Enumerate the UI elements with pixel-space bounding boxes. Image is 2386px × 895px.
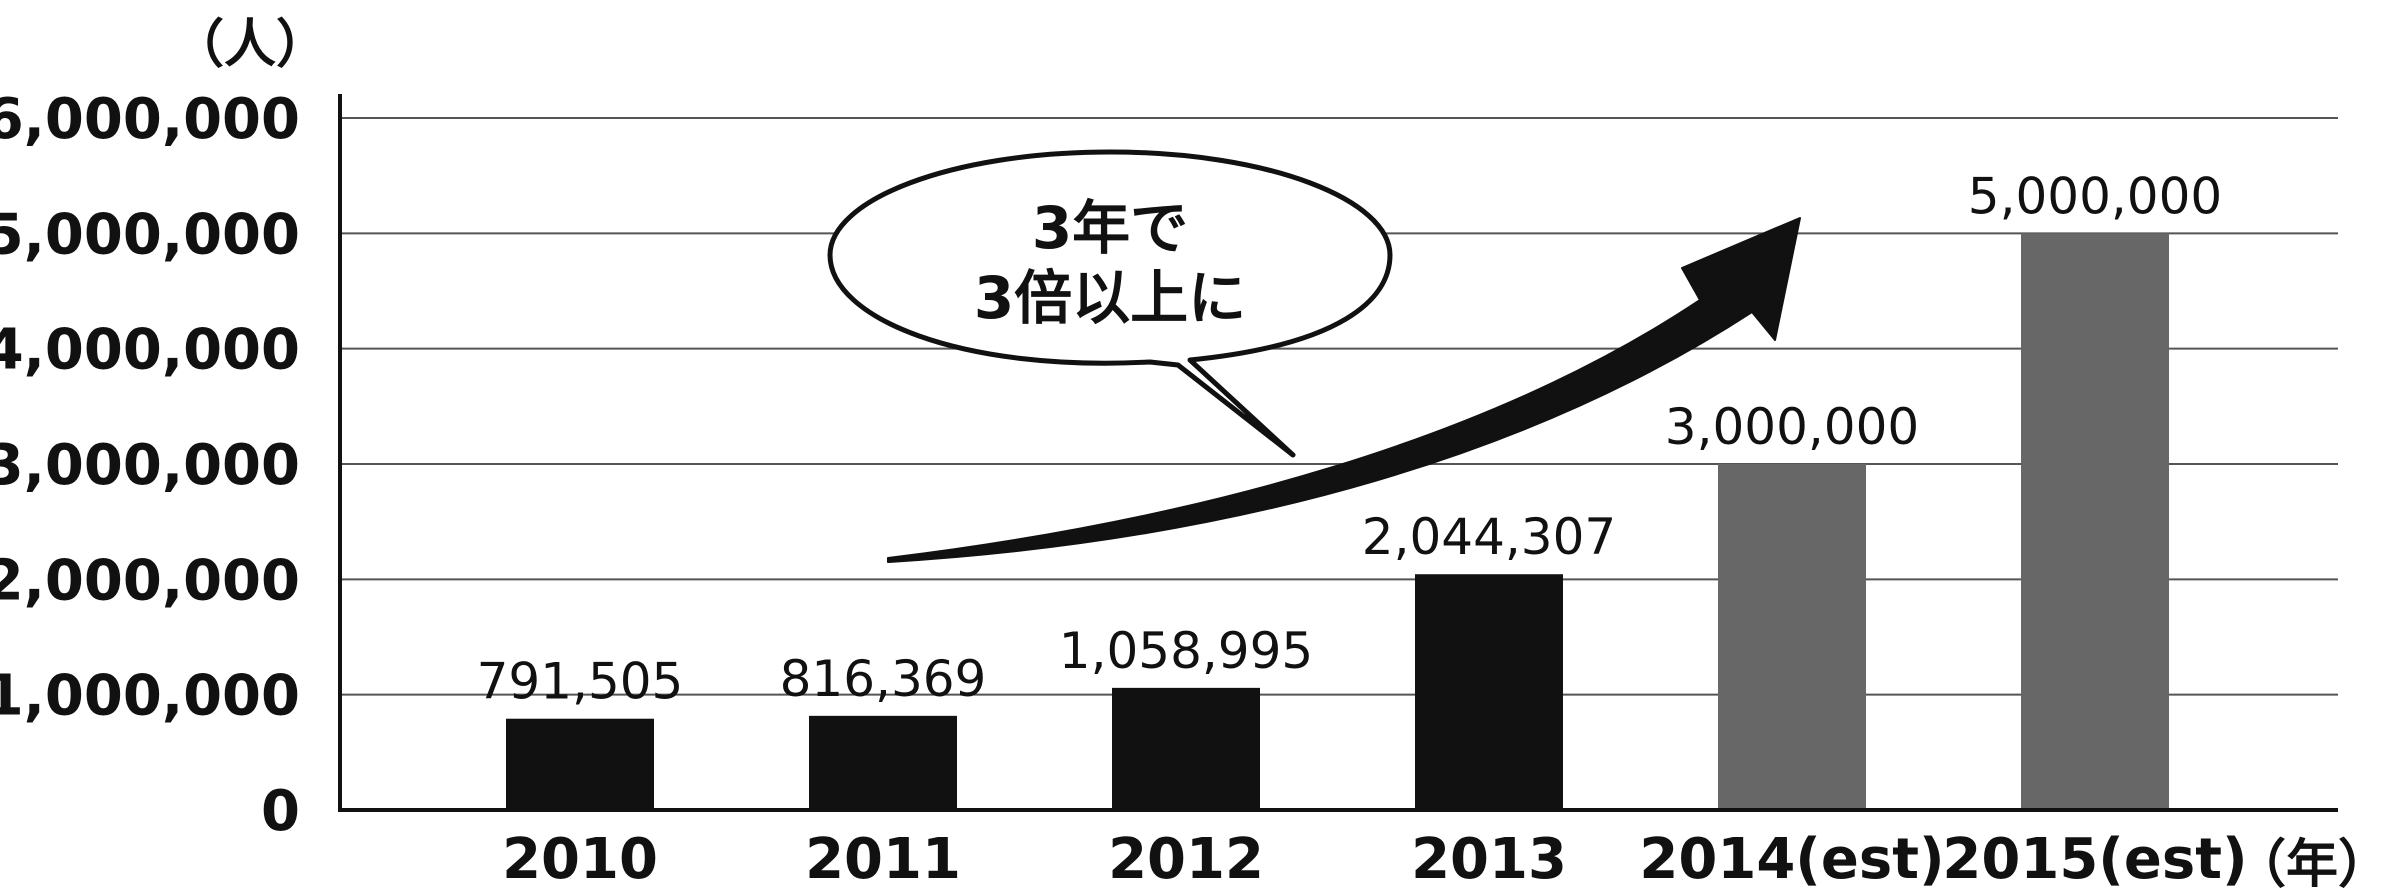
x-tick-label: 2015(est) [1942, 827, 2247, 890]
y-tick-label: 2,000,000 [0, 548, 300, 613]
annotation-line-1: 3年で [1032, 194, 1188, 262]
value-label: 2,044,307 [1362, 508, 1616, 566]
y-tick-label: 0 [261, 779, 300, 844]
bar [2021, 233, 2169, 810]
y-tick-label: 4,000,000 [0, 318, 300, 383]
value-label: 3,000,000 [1665, 398, 1919, 456]
value-label: 816,369 [780, 650, 987, 708]
x-tick-label: 2014(est) [1639, 827, 1944, 890]
x-axis-unit: （年） [2234, 835, 2386, 890]
bar [506, 719, 654, 810]
bar [1415, 574, 1563, 810]
speech-bubble: 3年で 3倍以上に [830, 152, 1390, 455]
bar [809, 716, 957, 810]
y-tick-label: 5,000,000 [0, 202, 300, 267]
y-tick-label: 3,000,000 [0, 433, 300, 498]
x-tick-label: 2011 [805, 827, 961, 890]
y-tick-label: 6,000,000 [0, 87, 300, 152]
x-tick-label: 2013 [1411, 827, 1567, 890]
value-label: 791,505 [477, 653, 684, 711]
x-tick-label: 2012 [1108, 827, 1264, 890]
bar [1718, 464, 1866, 810]
bar [1112, 688, 1260, 810]
value-label: 5,000,000 [1968, 167, 2222, 225]
x-tick-label: 2010 [502, 827, 658, 890]
y-axis-unit: （人） [172, 15, 328, 75]
y-tick-label: 1,000,000 [0, 664, 300, 729]
annotation-line-2: 3倍以上に [974, 264, 1246, 332]
value-label: 1,058,995 [1059, 622, 1313, 680]
